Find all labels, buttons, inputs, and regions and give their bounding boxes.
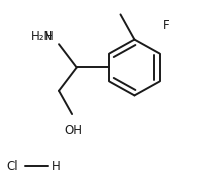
- Text: Cl: Cl: [6, 160, 18, 173]
- Text: F: F: [163, 19, 170, 32]
- Text: H: H: [52, 160, 60, 173]
- Text: OH: OH: [64, 124, 82, 137]
- Text: H₂N: H₂N: [31, 30, 53, 43]
- Text: H: H: [45, 30, 53, 43]
